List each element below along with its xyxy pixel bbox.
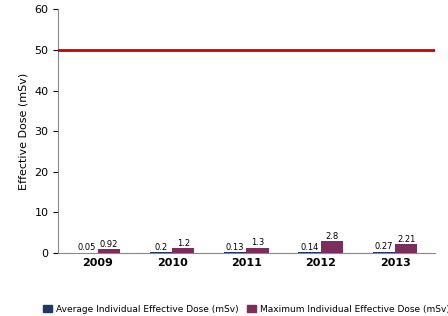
- Text: 0.2: 0.2: [154, 243, 168, 252]
- Bar: [373, 252, 395, 253]
- Text: 1.3: 1.3: [251, 238, 264, 247]
- Text: 2.8: 2.8: [325, 232, 339, 241]
- Bar: [395, 244, 418, 253]
- Text: 1.2: 1.2: [177, 239, 190, 248]
- Bar: [298, 252, 321, 253]
- Bar: [172, 248, 194, 253]
- Y-axis label: Effective Dose (mSv): Effective Dose (mSv): [19, 72, 29, 190]
- Text: 0.92: 0.92: [99, 240, 118, 249]
- Text: 0.05: 0.05: [78, 243, 96, 252]
- Text: 2.21: 2.21: [397, 234, 415, 244]
- Bar: [246, 247, 269, 253]
- Text: 0.14: 0.14: [301, 243, 319, 252]
- Bar: [224, 252, 246, 253]
- Bar: [150, 252, 172, 253]
- Bar: [98, 249, 120, 253]
- Text: 0.13: 0.13: [226, 243, 245, 252]
- Text: 0.27: 0.27: [375, 242, 393, 252]
- Legend: Average Individual Effective Dose (mSv), Maximum Individual Effective Dose (mSv): Average Individual Effective Dose (mSv),…: [39, 301, 448, 316]
- Bar: [321, 241, 343, 253]
